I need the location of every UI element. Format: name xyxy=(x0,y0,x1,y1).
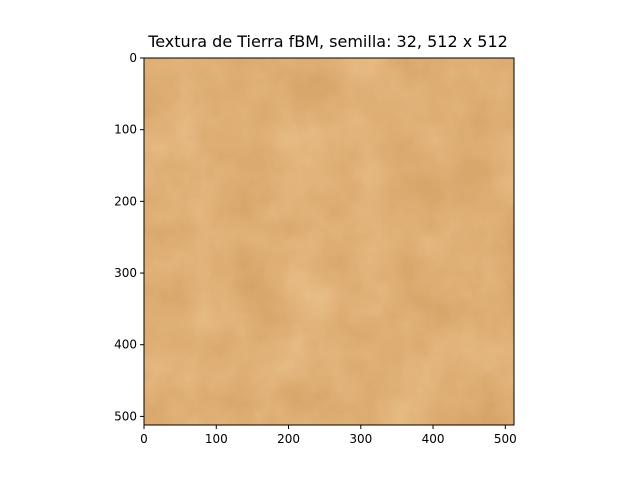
x-tick-label: 0 xyxy=(140,432,148,446)
axes-frame xyxy=(143,57,515,426)
y-axis: 0 100 200 300 400 500 xyxy=(114,51,144,423)
fbm-texture-image xyxy=(144,58,514,425)
chart-title: Textura de Tierra fBM, semilla: 32, 512 … xyxy=(148,32,508,51)
x-tick-label: 300 xyxy=(349,432,372,446)
x-axis: 0 100 200 300 400 500 xyxy=(140,425,517,446)
y-tick-label: 300 xyxy=(114,266,137,280)
x-tick-label: 100 xyxy=(205,432,228,446)
x-tick-label: 200 xyxy=(277,432,300,446)
y-tick-label: 100 xyxy=(114,123,137,137)
x-tick-label: 400 xyxy=(422,432,445,446)
y-tick-label: 400 xyxy=(114,338,137,352)
y-tick-label: 0 xyxy=(129,51,137,65)
x-tick-label: 500 xyxy=(494,432,517,446)
y-tick-label: 500 xyxy=(114,409,137,423)
y-tick-label: 200 xyxy=(114,194,137,208)
